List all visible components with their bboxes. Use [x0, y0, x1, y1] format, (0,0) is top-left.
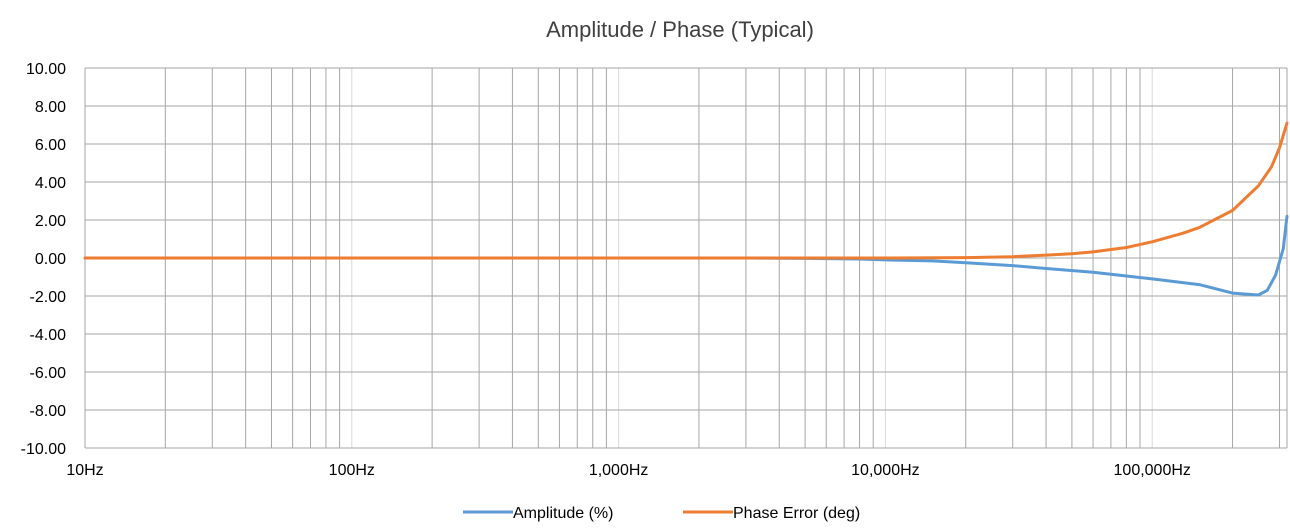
y-tick-label: 4.00 [35, 175, 66, 192]
x-axis-tick-labels: 10Hz 100Hz 1,000Hz 10,000Hz 100,000Hz [66, 462, 1191, 479]
y-tick-label: -10.00 [21, 441, 66, 458]
y-tick-label: -2.00 [30, 289, 67, 306]
y-tick-label: 8.00 [35, 99, 66, 116]
x-tick-label: 100Hz [329, 462, 375, 479]
y-tick-label: 2.00 [35, 213, 66, 230]
x-tick-label: 10,000Hz [851, 462, 920, 479]
y-tick-label: -8.00 [30, 403, 67, 420]
x-tick-label: 1,000Hz [589, 462, 649, 479]
series-lines [85, 123, 1287, 295]
legend-label: Amplitude (%) [513, 505, 613, 522]
series-line-amplitude [85, 216, 1287, 295]
y-tick-label: 6.00 [35, 137, 66, 154]
y-tick-label: -6.00 [30, 365, 67, 382]
chart-title: Amplitude / Phase (Typical) [546, 17, 814, 42]
x-tick-label: 100,000Hz [1114, 462, 1191, 479]
y-tick-label: 0.00 [35, 251, 66, 268]
y-axis-tick-labels: 10.00 8.00 6.00 4.00 2.00 0.00 -2.00 -4.00 -6.00… [21, 61, 66, 458]
x-tick-label: 10Hz [66, 462, 103, 479]
legend: Amplitude (%) Phase Error (deg) [463, 505, 860, 522]
legend-label: Phase Error (deg) [733, 505, 860, 522]
y-tick-label: 10.00 [26, 61, 66, 78]
series-line-phase-error-deg [85, 123, 1287, 258]
y-tick-label: -4.00 [30, 327, 67, 344]
